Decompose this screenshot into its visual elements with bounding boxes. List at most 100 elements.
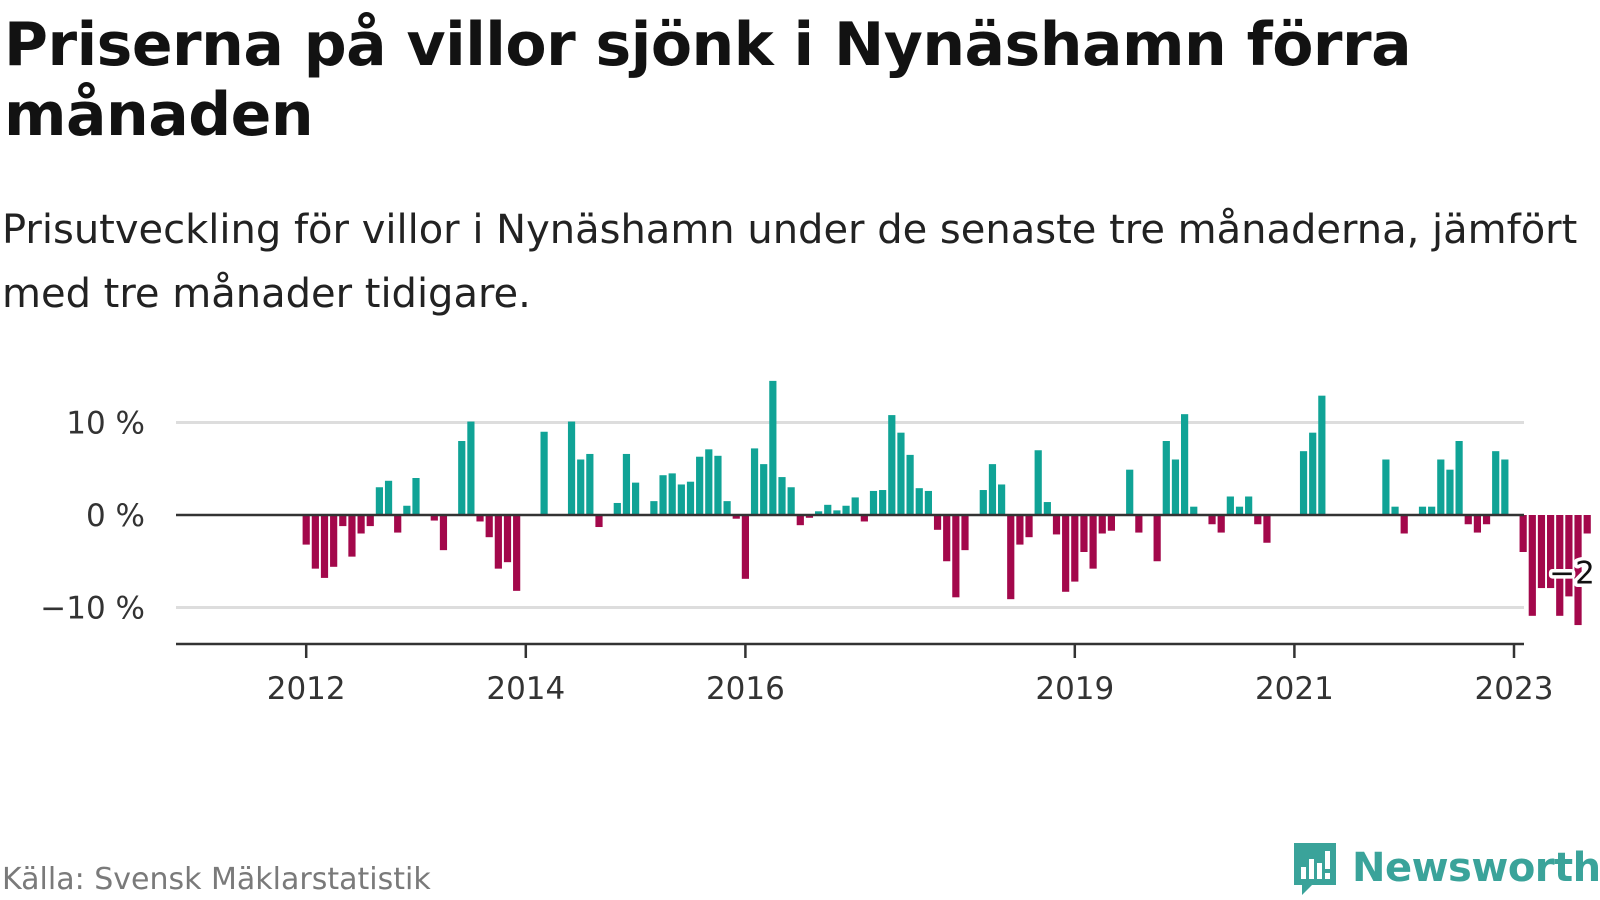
bar [805,515,814,518]
bar [366,515,374,527]
bar [915,488,923,515]
bar [1382,459,1390,515]
bar [1473,515,1481,533]
x-tick-label: 2019 [1035,671,1114,707]
bar [1418,506,1427,515]
bar [696,456,704,515]
bar [302,515,310,545]
bar [851,497,859,515]
bar [403,505,411,515]
bar [1025,515,1033,538]
bar [741,515,749,579]
bar [1062,515,1070,592]
bar [320,515,329,578]
bar [394,515,402,533]
y-tick-label: 0 % [86,498,145,534]
bar [824,504,832,515]
bar [1482,515,1491,525]
bar [1245,496,1253,515]
bar [906,454,914,516]
bar [1071,515,1079,582]
bar [1263,515,1271,543]
bar [1391,506,1399,515]
bar [1181,414,1189,515]
bar [988,464,997,516]
bar [348,515,356,557]
newsworthy-logo-icon [1294,843,1336,895]
bar [677,484,685,515]
bar [1537,515,1546,589]
source-note: Källa: Svensk Mäklarstatistik [2,862,431,897]
bar [1016,515,1024,545]
chart-subtitle: Prisutveckling för villor i Nynäshamn un… [2,207,1578,317]
bar [439,515,448,551]
bar [613,502,621,515]
x-tick-label: 2016 [706,671,785,707]
bar [339,515,347,527]
bar [1217,515,1225,533]
bar [1153,515,1161,562]
y-tick-label: 10 % [66,406,145,442]
bar [330,515,338,567]
bar [485,515,493,538]
bar [943,515,951,562]
bar [1126,469,1134,515]
bar [879,490,887,515]
bar [1190,506,1198,515]
bar [897,432,905,515]
bar [952,515,960,598]
bar [467,421,475,515]
label-layer: −2 % [1546,552,1600,595]
x-tick-label: 2021 [1255,671,1334,707]
bar [750,448,759,515]
bar [705,449,713,515]
bar [1107,515,1115,531]
bar [869,490,878,515]
newsworthy-logo-text: Newsworthy [1352,845,1600,891]
bar [586,453,594,515]
bar [430,515,438,521]
bar [1171,459,1180,515]
bar [1052,515,1061,535]
bar [860,515,868,522]
bar [1501,459,1509,515]
axis-layer: 2012 2014 2016 2019 2021 2023 [176,513,1554,707]
bar [1583,515,1591,534]
bar [1235,506,1244,515]
bar [769,380,777,516]
x-tick-label: 2023 [1475,671,1554,707]
bar [513,515,521,591]
bar [1400,515,1408,534]
bar [668,473,676,516]
bar [778,477,786,515]
x-tick-label: 2012 [267,671,346,707]
bar [567,421,576,515]
last-value-label: −2 % [1549,556,1600,592]
bar [1556,515,1564,616]
bar [1318,395,1326,515]
bar [732,515,740,519]
bar [1254,515,1262,525]
bar [1299,451,1308,515]
bar [1565,515,1573,597]
bar [815,511,823,515]
bar [1007,515,1015,600]
bar [998,484,1006,515]
bar [833,510,841,516]
bar-chart: 10 % 0 % −10 % 2012 2014 2016 2019 2021 2023 −2… [40,380,1600,707]
bar [1547,515,1555,589]
bar [375,487,383,515]
bar [933,515,942,530]
bar [686,481,695,515]
bar [723,501,731,516]
bar [1492,451,1500,515]
bar [796,515,804,526]
bar [311,515,319,569]
bar [924,490,932,515]
bar [842,505,850,515]
grid-layer: 10 % 0 % −10 % [40,406,1524,627]
bar [714,455,722,515]
bar [476,515,484,522]
bar [1034,450,1042,515]
bar [888,415,896,515]
